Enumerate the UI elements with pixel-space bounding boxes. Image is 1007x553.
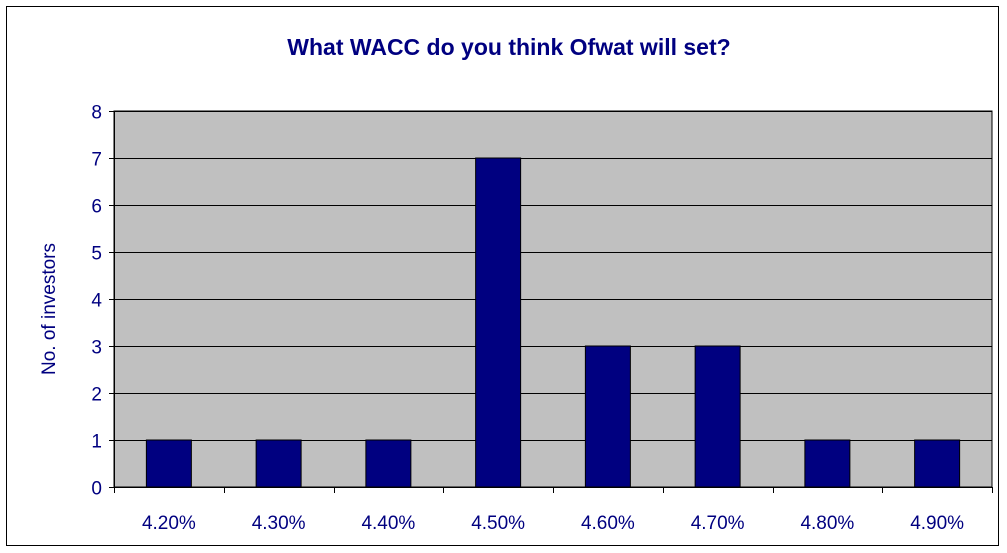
y-tick-label: 4 — [91, 291, 102, 312]
bars — [145, 157, 961, 488]
x-ticks: 4.20% 4.30% 4.40% 4.50% 4.60% 4.70% 4.80% 4.90% — [114, 487, 993, 534]
bar — [584, 345, 631, 488]
y-tick-label: 7 — [91, 150, 102, 171]
bar — [914, 439, 961, 488]
y-tick-label: 0 — [91, 479, 102, 500]
bar — [804, 439, 851, 488]
bar — [694, 345, 741, 488]
y-axis-label: No. of investors — [39, 243, 60, 375]
bar — [145, 439, 192, 488]
x-tick-label: 4.20% — [142, 513, 196, 534]
x-tick-label: 4.60% — [581, 513, 635, 534]
x-tick-label: 4.30% — [252, 513, 306, 534]
x-tick-label: 4.40% — [361, 513, 415, 534]
bar — [255, 439, 302, 488]
y-tick-label: 3 — [91, 338, 102, 359]
y-tick-label: 8 — [91, 103, 102, 124]
bar — [475, 157, 522, 488]
chart-title: What WACC do you think Ofwat will set? — [287, 34, 730, 60]
y-tick-label: 5 — [91, 244, 102, 265]
y-ticks: 0 1 2 3 4 5 6 7 8 — [91, 103, 114, 500]
y-tick-label: 6 — [91, 197, 102, 218]
y-tick-label: 1 — [91, 432, 102, 453]
chart-frame: What WACC do you think Ofwat will set? 0… — [6, 6, 999, 546]
chart-svg: What WACC do you think Ofwat will set? 0… — [39, 34, 993, 534]
x-tick-label: 4.90% — [910, 513, 964, 534]
x-tick-label: 4.80% — [800, 513, 854, 534]
y-tick-label: 2 — [91, 385, 102, 406]
bar — [365, 439, 412, 488]
x-tick-label: 4.70% — [691, 513, 745, 534]
x-tick-label: 4.50% — [471, 513, 525, 534]
